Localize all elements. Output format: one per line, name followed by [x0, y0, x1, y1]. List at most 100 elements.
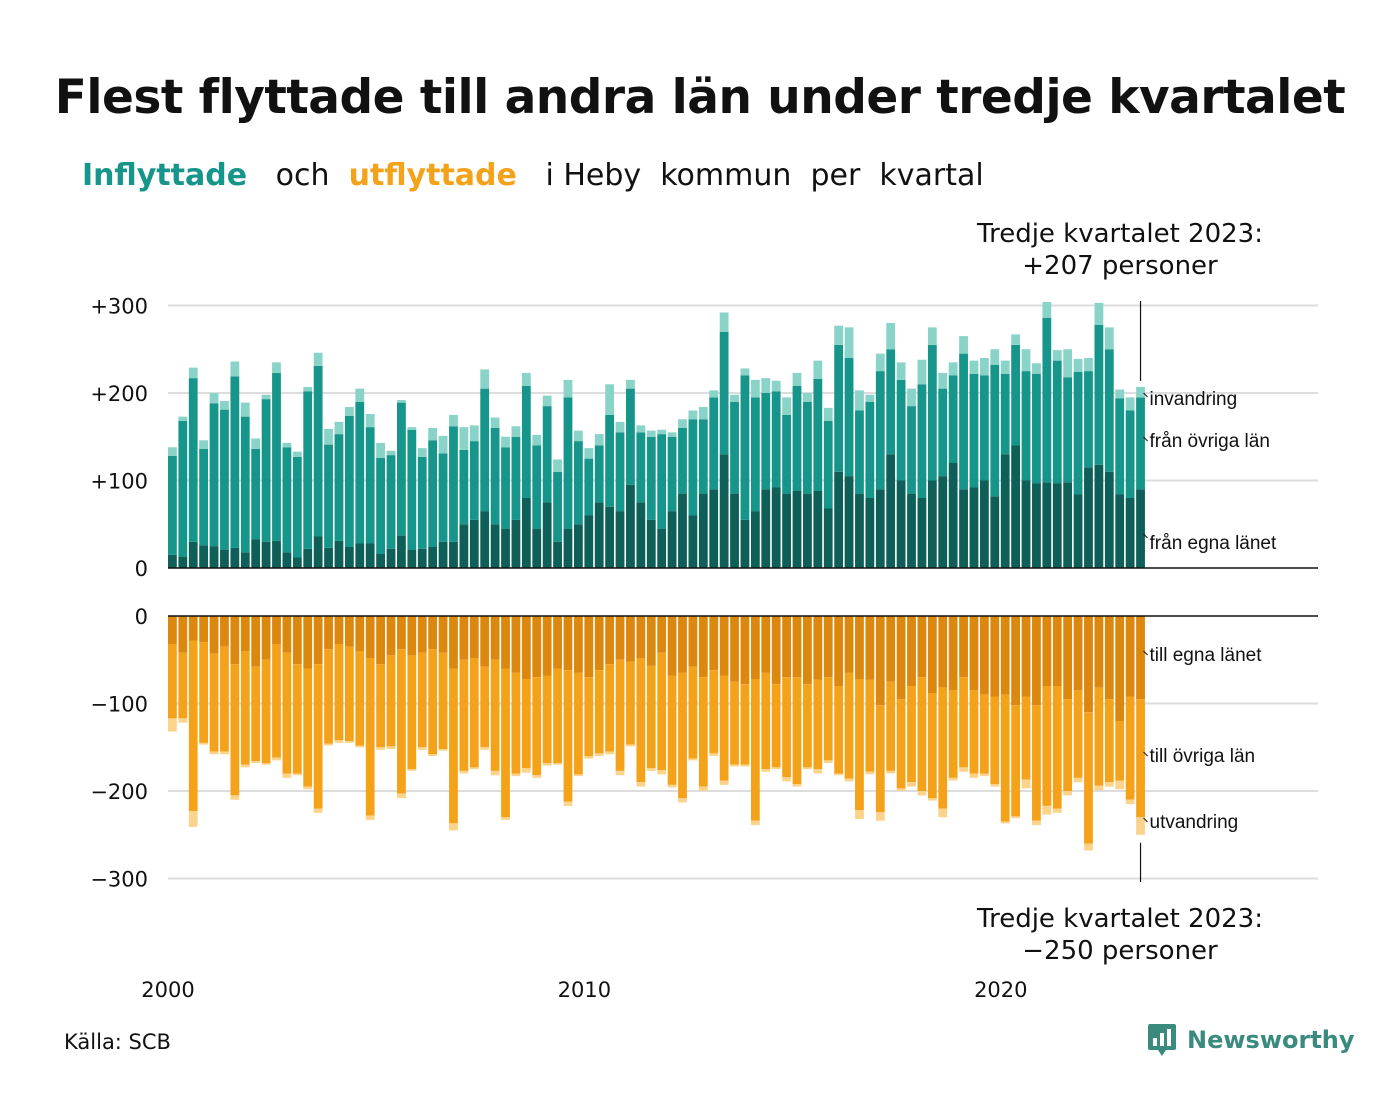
out-bar-segment-1: [178, 616, 188, 653]
in-bar-segment-1: [199, 545, 209, 568]
in-bar-segment-1: [875, 489, 885, 568]
out-bar-segment-3: [979, 773, 989, 777]
in-bar-segment-1: [823, 508, 833, 568]
in-bar-segment-3: [292, 451, 302, 457]
out-bar-segment-1: [480, 616, 490, 667]
bars-layer: [168, 302, 1145, 851]
in-bar-segment-3: [209, 393, 219, 404]
in-bar-segment-1: [678, 493, 687, 568]
in-bar-segment-2: [594, 445, 604, 503]
in-bar-segment-1: [1000, 454, 1010, 568]
in-bar-segment-1: [917, 498, 927, 568]
out-bar-segment-2: [168, 644, 177, 719]
in-bar-segment-3: [334, 421, 344, 435]
in-bar-segment-3: [397, 400, 406, 403]
in-bar-segment-3: [719, 312, 729, 332]
out-bar-segment-2: [261, 659, 271, 763]
in-bar-segment-1: [865, 498, 875, 568]
newsworthy-logo-icon: [1148, 1024, 1176, 1056]
out-y-tick-label: −200: [90, 780, 148, 804]
out-bar-segment-2: [771, 684, 781, 768]
in-bar-segment-2: [532, 445, 542, 529]
out-bar-segment-1: [688, 616, 698, 667]
out-bar-segment-2: [1073, 690, 1083, 778]
out-bar-segment-1: [1084, 616, 1093, 713]
out-bar-segment-1: [261, 616, 271, 660]
out-bar-segment-3: [303, 786, 313, 790]
in-bar-segment-3: [990, 349, 1000, 365]
subtitle-inflyttade: Inflyttade: [82, 158, 248, 193]
in-bar-segment-2: [782, 414, 791, 494]
in-bar-segment-1: [907, 493, 916, 568]
out-bar-segment-1: [1136, 616, 1145, 700]
in-bar-segment-1: [407, 549, 417, 568]
in-bar-segment-3: [1104, 327, 1114, 350]
out-bar-segment-3: [178, 718, 188, 723]
out-bar-segment-3: [1094, 785, 1104, 791]
in-bar-segment-2: [1032, 373, 1041, 484]
out-bar-segment-2: [740, 684, 750, 765]
out-bar-segment-3: [1104, 782, 1114, 787]
in-bar-segment-3: [646, 430, 656, 437]
out-bar-segment-1: [844, 616, 854, 673]
out-bar-segment-2: [240, 651, 250, 765]
in-bar-segment-1: [469, 519, 479, 568]
out-bar-segment-1: [813, 616, 823, 680]
out-bar-segment-1: [865, 616, 875, 680]
in-bar-segment-3: [740, 368, 750, 376]
in-bar-segment-1: [886, 454, 896, 568]
out-bar-segment-3: [563, 801, 573, 806]
in-bar-segment-1: [303, 548, 313, 568]
out-bar-segment-3: [886, 770, 896, 774]
out-bar-segment-3: [605, 751, 615, 755]
out-bar-segment-3: [813, 769, 823, 774]
out-bar-segment-2: [386, 655, 396, 747]
in-bar-segment-3: [855, 390, 864, 411]
in-bar-segment-1: [844, 476, 854, 568]
in-bar-segment-3: [1094, 302, 1104, 325]
out-bar-segment-2: [730, 681, 739, 765]
in-bar-segment-2: [886, 349, 896, 455]
out-bar-segment-1: [979, 616, 989, 695]
in-bar-segment-3: [521, 372, 531, 386]
in-bar-segment-2: [251, 449, 261, 540]
in-bar-segment-2: [282, 447, 292, 553]
label-till-ovriga-lan-connector: [1143, 751, 1148, 757]
in-bar-segment-2: [855, 410, 864, 494]
out-bar-segment-2: [449, 668, 458, 824]
in-bar-segment-1: [1011, 445, 1021, 568]
in-bar-segment-1: [750, 511, 760, 568]
out-bar-segment-1: [761, 616, 771, 673]
out-bar-segment-2: [969, 690, 979, 774]
out-bar-segment-2: [1032, 705, 1041, 821]
in-bar-segment-3: [469, 425, 479, 442]
in-bar-segment-1: [209, 546, 219, 568]
in-bar-segment-2: [698, 419, 708, 494]
out-bar-segment-1: [896, 616, 906, 700]
out-bar-segment-3: [532, 775, 542, 778]
out-bar-segment-1: [740, 616, 750, 685]
out-bar-segment-1: [355, 616, 365, 651]
out-bar-segment-3: [428, 754, 438, 756]
out-bar-segment-3: [709, 753, 719, 756]
in-bar-segment-3: [771, 380, 781, 392]
out-bar-segment-1: [397, 616, 406, 650]
segment-label-layer: invandring från övriga län från egna länet…: [1143, 389, 1277, 833]
out-bar-segment-3: [823, 760, 833, 763]
out-bar-segment-3: [917, 791, 927, 796]
out-bar-segment-1: [282, 616, 292, 653]
out-bar-segment-1: [792, 616, 802, 678]
out-bar-segment-3: [282, 773, 292, 778]
in-bar-segment-3: [834, 325, 844, 345]
in-bar-segment-1: [1104, 471, 1114, 568]
out-bar-segment-2: [334, 644, 344, 741]
out-y-tick-label: −300: [90, 868, 148, 892]
in-bar-segment-1: [251, 539, 261, 568]
in-bar-segment-3: [1063, 349, 1073, 378]
out-bar-segment-1: [646, 616, 656, 666]
out-bar-segment-3: [875, 812, 885, 821]
out-bar-segment-1: [1125, 616, 1135, 697]
in-bar-segment-2: [771, 391, 781, 488]
out-bar-segment-2: [615, 659, 625, 771]
in-bar-segment-2: [438, 453, 448, 542]
